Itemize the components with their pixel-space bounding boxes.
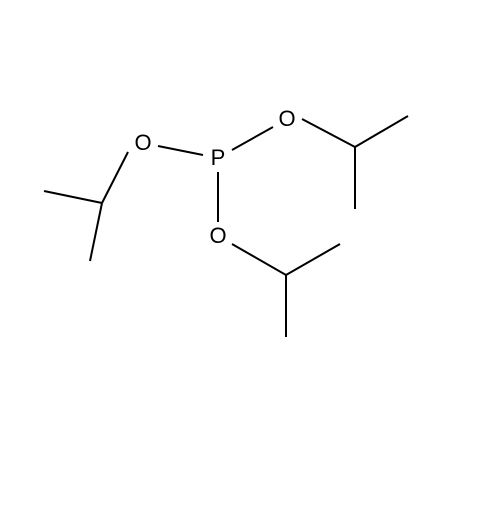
bonds-layer <box>0 0 500 500</box>
bond <box>286 244 340 275</box>
bond <box>232 244 286 275</box>
atom-O3: O <box>209 223 226 249</box>
bond <box>44 191 102 203</box>
bond <box>90 203 102 261</box>
bond <box>102 152 128 203</box>
atom-O1: O <box>134 130 151 156</box>
atom-O2: O <box>278 106 295 132</box>
bond <box>302 119 355 147</box>
bond <box>355 116 408 147</box>
chemical-structure-canvas: P O O O <box>0 0 500 500</box>
bond <box>158 146 203 155</box>
bond <box>232 127 273 150</box>
atom-P: P <box>211 145 226 171</box>
